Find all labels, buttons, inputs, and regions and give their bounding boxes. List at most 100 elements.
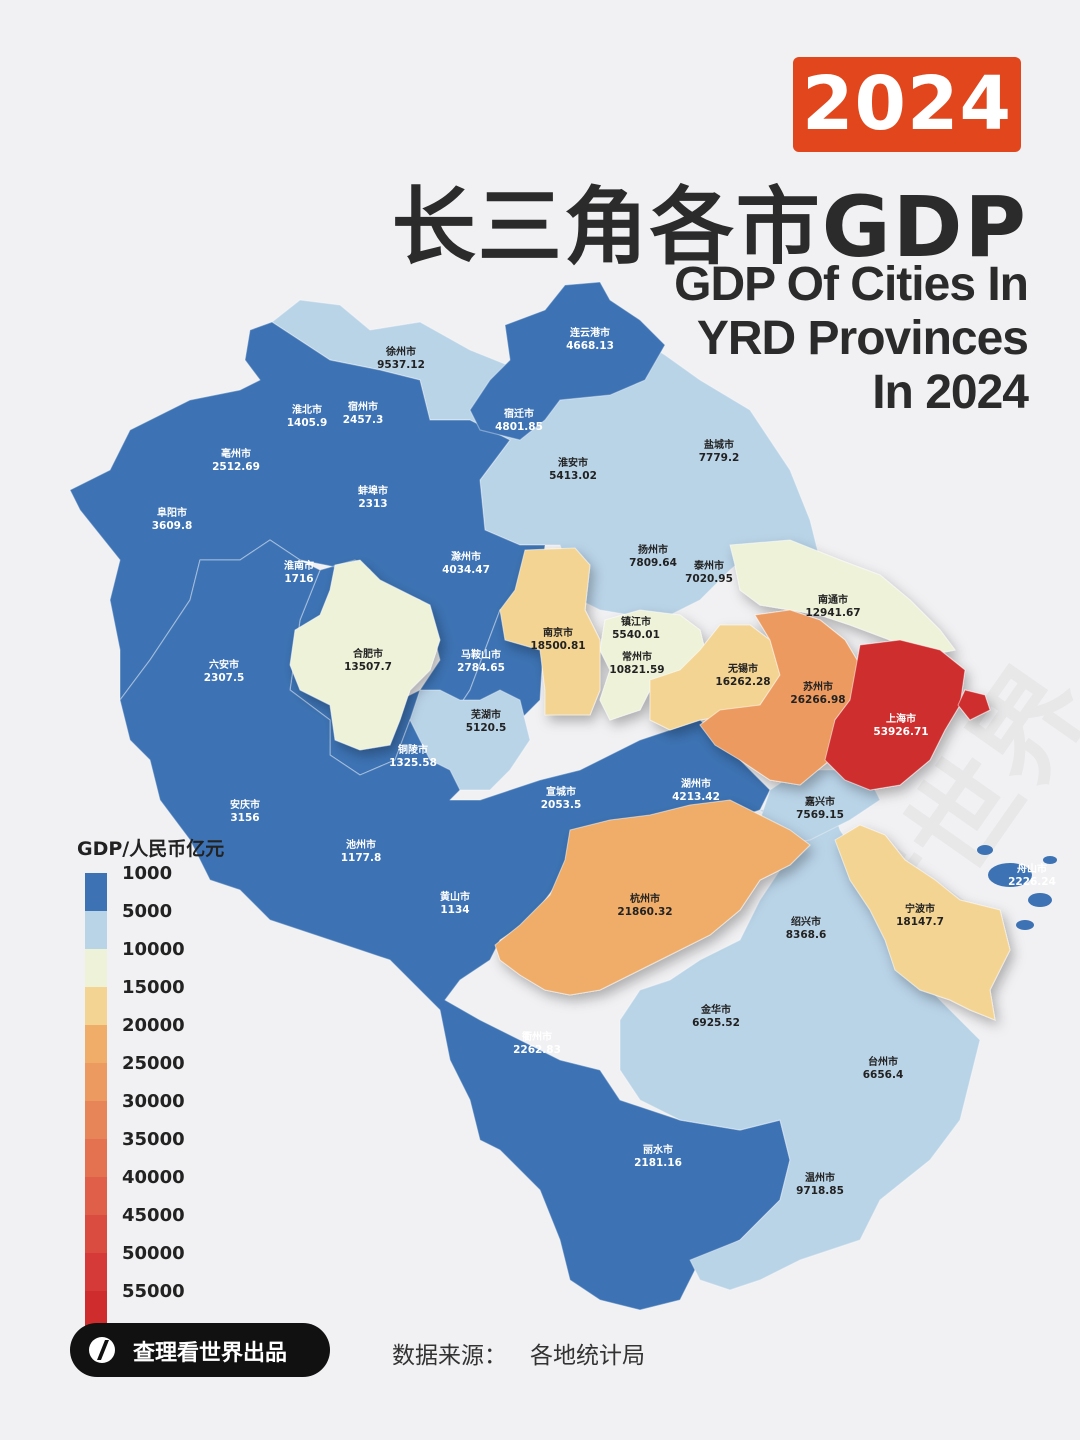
city-gdp-value: 2262.83 [513,1044,561,1056]
legend-label: 5000 [122,901,173,922]
source-label: 数据来源： [392,1343,507,1369]
credit-text: 查理看世界出品 [133,1341,288,1366]
city-name: 泰州市 [693,559,724,572]
city-gdp-value: 2181.16 [634,1157,682,1169]
city-gdp-value: 1405.9 [287,417,328,429]
legend-swatch [85,911,107,949]
city-name: 徐州市 [385,345,416,358]
region-hefei [289,559,441,751]
city-gdp-value: 6656.4 [863,1069,904,1081]
city-gdp-value: 7569.15 [796,809,844,821]
city-name: 衢州市 [522,1030,552,1043]
city-gdp-value: 6925.52 [692,1017,740,1029]
city-name: 苏州市 [803,680,833,693]
region-nanjing [499,547,601,716]
subtitle-line-1: GDP Of Cities In [674,258,1029,311]
legend-swatch [85,1139,107,1177]
legend-swatch [85,1215,107,1253]
city-gdp-value: 53926.71 [873,726,928,738]
city-gdp-value: 4213.42 [672,791,720,803]
city-gdp-value: 9537.12 [377,359,425,371]
city-name: 南京市 [543,626,573,639]
city-gdp-value: 12941.67 [805,607,860,619]
legend-label: 15000 [122,977,185,998]
subtitle-line-2: YRD Provinces [696,312,1029,365]
city-gdp-value: 18147.7 [896,916,944,928]
city-name: 台州市 [868,1055,898,1068]
city-gdp-value: 26266.98 [790,694,845,706]
city-gdp-value: 9718.85 [796,1185,844,1197]
city-gdp-value: 13507.7 [344,661,392,673]
zhoushan-islands [977,845,1057,930]
city-name: 南通市 [818,593,848,606]
legend-swatch [85,987,107,1025]
city-gdp-value: 2053.5 [541,799,582,811]
city-gdp-value: 21860.32 [617,906,672,918]
city-name: 绍兴市 [791,915,821,928]
legend-label: 45000 [122,1205,185,1226]
city-name: 杭州市 [630,892,660,905]
city-gdp-value: 4801.85 [495,421,543,433]
legend-swatch [85,1101,107,1139]
city-gdp-value: 4668.13 [566,340,614,352]
city-gdp-value: 10821.59 [609,664,664,676]
city-name: 宣城市 [546,785,576,798]
city-name: 芜湖市 [471,708,501,721]
city-name: 盐城市 [704,438,734,451]
year-badge: 2024 [793,57,1021,152]
city-name: 黄山市 [440,890,470,903]
city-name: 温州市 [805,1171,835,1184]
city-name: 池州市 [346,838,376,851]
city-name: 滁州市 [451,550,481,563]
legend-label: 1000 [122,863,173,884]
city-gdp-value: 2226.24 [1008,876,1056,888]
city-name: 嘉兴市 [804,795,835,808]
city-name: 上海市 [886,712,916,725]
city-name: 丽水市 [643,1143,673,1156]
city-gdp-value: 3609.8 [152,520,193,532]
region-shanghai-islands [957,689,991,721]
legend-swatch [85,949,107,987]
legend-label: 55000 [122,1281,185,1302]
region-hangzhou [494,799,811,996]
city-gdp-value: 8368.6 [786,929,827,941]
source-value: 各地统计局 [530,1343,645,1369]
credit-badge: 查理看世界出品 [70,1323,330,1377]
city-name: 金华市 [700,1003,731,1016]
city-name: 亳州市 [221,447,251,460]
legend-label: 50000 [122,1243,185,1264]
city-gdp-value: 2313 [358,498,387,510]
legend-swatch [85,1291,107,1329]
city-gdp-value: 1716 [284,573,313,585]
city-name: 镇江市 [621,615,651,628]
region-south-dark [119,539,791,1311]
legend-swatch [85,1025,107,1063]
city-gdp-value: 4034.47 [442,564,490,576]
city-name: 扬州市 [638,543,668,556]
city-gdp-value: 7809.64 [629,557,677,569]
